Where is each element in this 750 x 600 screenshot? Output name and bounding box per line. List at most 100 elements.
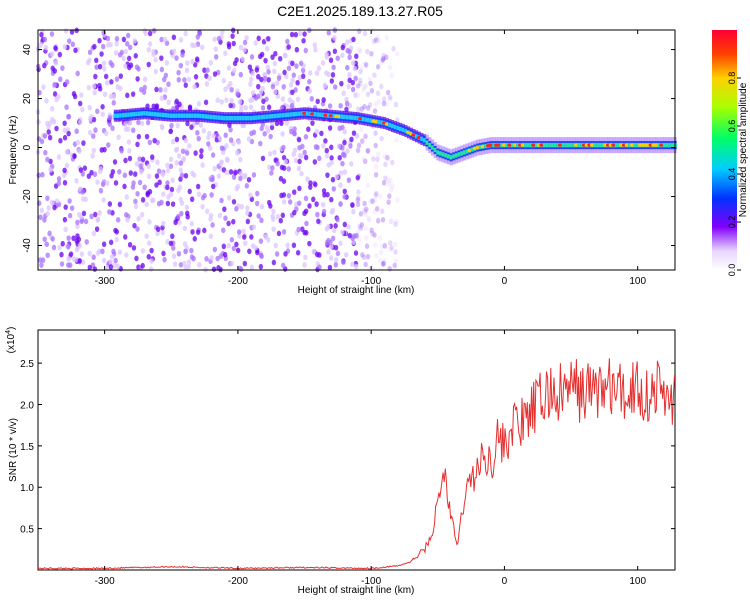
spectrogram-noise-cell (372, 108, 378, 114)
spectrogram-noise-cell (224, 156, 230, 163)
spectrogram-ridge-core (572, 142, 576, 148)
spectrogram-noise-cell (184, 150, 190, 156)
spectrogram-noise-cell (340, 145, 345, 151)
spectrogram-noise-cell (238, 175, 243, 182)
spectrogram-noise-cell (59, 261, 65, 267)
spectrogram-noise-cell (258, 140, 263, 147)
spectrogram-noise-cell (114, 40, 119, 47)
spectrogram-noise-cell (389, 72, 395, 79)
spectrogram-noise-cell (368, 80, 373, 87)
spectrogram-ridge-core (257, 115, 261, 120)
spectrogram-noise-cell (235, 247, 241, 254)
spectrogram-noise-cell (270, 83, 276, 90)
spectrogram-noise-cell (250, 96, 255, 103)
spectrogram-noise-cell (142, 84, 147, 91)
spectrogram-noise-cell (146, 47, 151, 53)
spectrogram-noise-cell (330, 176, 336, 183)
spectrogram-noise-cell (238, 156, 243, 163)
spectrogram-noise-cell (210, 176, 215, 183)
spectrogram-noise-cell (277, 55, 283, 62)
spectrogram-noise-cell (297, 144, 302, 151)
spectrogram-ridge-core (268, 114, 272, 119)
spectrogram-noise-cell (88, 115, 93, 122)
spectrogram-noise-cell (133, 53, 138, 59)
spectrogram-noise-cell (307, 203, 312, 209)
spectrogram-ridge-core (295, 111, 299, 117)
spectrogram-noise-cell (279, 120, 284, 127)
spectrogram-noise-cell (77, 148, 82, 154)
spectrogram-noise-cell (390, 159, 395, 166)
spectrogram-noise-cell (300, 226, 305, 232)
spectrogram-noise-cell (314, 201, 319, 207)
spectrogram-noise-cell (114, 35, 120, 42)
spectrogram-noise-cell (180, 148, 186, 155)
spectrogram-ridge-core (247, 115, 251, 121)
spectrogram-noise-cell (179, 210, 184, 217)
colorbar-ticks: 0.0 0.2 0.4 0.6 0.8 (727, 72, 741, 276)
spectrogram-ridge-core (393, 124, 397, 130)
spectrogram-noise-cell (223, 132, 228, 139)
spectrogram-noise-cell (100, 111, 105, 117)
spectrogram-ridge-core (457, 152, 461, 157)
spectrogram-noise-cell (341, 259, 346, 266)
spectrogram-noise-cell (373, 142, 378, 149)
spectrogram-noise-cell (50, 51, 55, 57)
spectrogram-noise-cell (195, 229, 201, 235)
spectrogram-noise-cell (155, 159, 160, 165)
spectrogram-y-tick-label: 40 (22, 44, 33, 56)
spectrogram-noise-cell (369, 87, 375, 94)
spectrogram-noise-cell (77, 211, 82, 218)
spectrogram-noise-cell (332, 48, 338, 55)
spectrogram-ridge-core (164, 113, 168, 118)
spectrogram-noise-cell (174, 160, 179, 166)
spectrogram-noise-cell (97, 210, 102, 216)
spectrogram-noise-cell (333, 262, 339, 268)
spectrogram-noise-cell (380, 216, 386, 223)
spectrogram-noise-cell (228, 102, 233, 109)
spectrogram-noise-cell (363, 225, 369, 232)
spectrogram-noise-cell (291, 151, 296, 158)
spectrogram-noise-cell (125, 41, 130, 47)
spectrogram-noise-cell (387, 265, 392, 272)
spectrogram-noise-cell (71, 91, 77, 97)
spectrogram-x-tick-label: -200 (228, 276, 248, 287)
spectrogram-noise-cell (200, 44, 205, 51)
spectrogram-noise-cell (382, 258, 387, 264)
spectrogram-noise-cell (289, 102, 295, 109)
spectrogram-noise-cell (40, 171, 45, 178)
spectrogram-noise-cell (70, 41, 76, 48)
spectrogram-noise-cell (205, 67, 210, 74)
spectrogram-noise-cell (394, 218, 399, 225)
spectrogram-noise-cell (326, 224, 331, 230)
spectrogram-noise-cell (237, 233, 242, 239)
spectrogram-noise-cell (341, 90, 346, 97)
spectrogram-y-ticks: -40 -20 0 20 40 (22, 44, 675, 253)
spectrogram-ridge-core (116, 113, 120, 118)
spectrogram-noise-cell (134, 161, 140, 167)
spectrogram-noise-cell (140, 197, 146, 203)
spectrogram-noise-cell (219, 159, 224, 165)
spectrogram-noise-cell (386, 181, 392, 187)
colorbar-label: Normalized spectral amplitude (738, 82, 749, 217)
spectrogram-noise-cell (335, 55, 340, 62)
spectrogram-noise-cell (64, 79, 70, 85)
spectrogram-ridge-core (231, 115, 235, 121)
spectrogram-ridge-core (113, 113, 117, 118)
spectrogram-ridge-core (172, 113, 176, 118)
spectrogram-noise-cell (353, 250, 359, 256)
spectrogram-noise-cell (255, 190, 260, 197)
spectrogram-ridge-core (614, 142, 619, 148)
spectrogram-ridge-core (529, 142, 533, 148)
spectrogram-noise-cell (215, 97, 220, 103)
spectrogram-noise-cell (50, 236, 55, 242)
spectrogram-noise-cell (360, 252, 365, 258)
spectrogram-noise-cell (363, 261, 368, 268)
spectrogram-noise-cell (367, 76, 373, 82)
spectrogram-noise-cell (293, 31, 299, 38)
spectrogram-noise-cell (270, 54, 275, 60)
spectrogram-noise-cell (123, 157, 128, 164)
spectrogram-noise-cell (362, 200, 367, 207)
spectrogram-noise-cell (340, 229, 345, 236)
spectrogram-noise-cell (342, 169, 348, 175)
spectrogram-noise-cell (380, 261, 386, 267)
